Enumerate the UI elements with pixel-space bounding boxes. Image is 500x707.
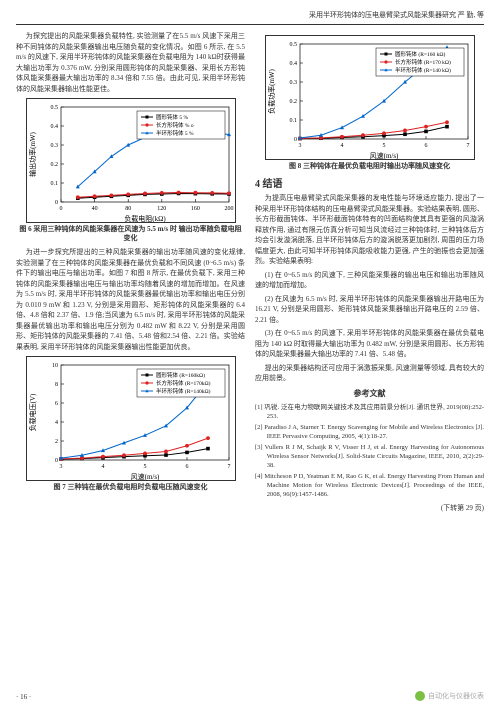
ref-item: [1] 巩锐. 泛在电力物联网关键技术及其应用前景分析[J]. 通讯世界, 20… [255, 403, 484, 421]
svg-text:5: 5 [382, 143, 385, 149]
figure-6: 0 40 80 120 160 200 0 0.1 0.2 0.3 0.4 0.5 负载电阻(kΩ) 输出… [16, 98, 245, 243]
para-c2-1: 为提高压电悬臂梁式风能采集器的发电性能与环境适应能力, 提出了一种采用半环形钝体… [255, 193, 484, 267]
para-1: 为探究提出的风能采集器负载特性, 实验测量了在5.5 m/s 风速下采用三种不同… [16, 31, 245, 94]
wechat-icon [415, 691, 425, 701]
right-column: 3 4 5 6 7 0 0.1 0.2 0.3 0.4 0.5 风速(m/s) 负载功率(mW) 圆形钝体… [255, 31, 484, 513]
svg-text:长方形钝体 % o: 长方形钝体 % o [156, 121, 194, 129]
svg-text:40: 40 [91, 206, 97, 212]
svg-text:3: 3 [298, 143, 301, 149]
chart-6: 0 40 80 120 160 200 0 0.1 0.2 0.3 0.4 0.5 负载电阻(kΩ) 输出… [26, 98, 236, 223]
svg-text:6: 6 [185, 464, 188, 470]
svg-text:200: 200 [224, 206, 233, 212]
references-list: [1] 巩锐. 泛在电力物联网关键技术及其应用前景分析[J]. 通讯世界, 20… [255, 403, 484, 500]
svg-text:0.5: 0.5 [50, 105, 58, 111]
fig7-caption: 图 7 三种钝在最优负载电阻时负载电压随风速变化 [16, 483, 245, 492]
svg-text:10: 10 [52, 363, 58, 369]
figure-8: 3 4 5 6 7 0 0.1 0.2 0.3 0.4 0.5 风速(m/s) 负载功率(mW) 圆形钝体… [255, 35, 484, 171]
svg-text:0.2: 0.2 [50, 162, 58, 168]
svg-text:0.4: 0.4 [50, 124, 58, 130]
svg-text:0.5: 0.5 [289, 42, 297, 48]
ref-item: [4] Mitcheson P D, Yeatman E M, Rao G K,… [255, 472, 484, 499]
fig8-caption: 图 8 三种钝体在最优负载电阻时输出功率随风速变化 [255, 162, 484, 171]
svg-text:半环形钝体 5 %: 半环形钝体 5 % [156, 129, 194, 137]
ref-item: [3] Vullers R J M, Schaijk R V, Visser H… [255, 443, 484, 470]
svg-text:4: 4 [101, 464, 104, 470]
svg-text:圆形钝体 (R=160kΩ): 圆形钝体 (R=160kΩ) [156, 371, 205, 379]
svg-text:0: 0 [294, 137, 297, 143]
svg-text:6: 6 [424, 143, 427, 149]
svg-text:5: 5 [143, 464, 146, 470]
para-c2-3: (2) 在风速为 6.5 m/s 时, 采用半环形钝体的风能采集器输出开路电压为… [255, 294, 484, 326]
svg-text:160: 160 [190, 206, 199, 212]
section-4-title: 4 结语 [255, 175, 484, 190]
svg-text:0: 0 [55, 458, 58, 464]
svg-text:负载电阻(kΩ): 负载电阻(kΩ) [124, 214, 166, 223]
chart-8: 3 4 5 6 7 0 0.1 0.2 0.3 0.4 0.5 风速(m/s) 负载功率(mW) 圆形钝体… [265, 35, 475, 160]
page-number: · 16 · [16, 693, 31, 701]
svg-text:2: 2 [55, 439, 58, 445]
svg-text:风速(m/s): 风速(m/s) [130, 473, 159, 481]
svg-text:120: 120 [157, 206, 166, 212]
ref-item: [2] Paradiso J A, Starner T. Energy Scav… [255, 423, 484, 441]
svg-text:4: 4 [55, 420, 58, 426]
refs-heading: 参考文献 [255, 388, 484, 399]
svg-text:负载电压(V): 负载电压(V) [28, 393, 37, 431]
svg-text:半环形钝体 (R=140kΩ): 半环形钝体 (R=140kΩ) [156, 387, 211, 395]
svg-text:3: 3 [59, 464, 62, 470]
chart-7: 3 4 5 6 7 0 2 4 6 8 10 风速(m/s) 负载电压(V) 圆形钝体 (R=160kΩ)… [26, 356, 236, 481]
page-header: 采用半环形钝体的压电悬臂梁式风能采集器研究 严 勤, 等 [16, 10, 484, 25]
svg-text:长方形钝体 (R=170 kΩ): 长方形钝体 (R=170 kΩ) [395, 58, 451, 66]
fig6-caption: 图 6 采用三种钝体的风能采集器在风速为 5.5 m/s 时 输出功率随负载电阻… [16, 225, 245, 243]
svg-text:0.1: 0.1 [289, 118, 297, 124]
svg-text:0.4: 0.4 [289, 61, 297, 67]
svg-text:负载功率(mW): 负载功率(mW) [267, 68, 276, 113]
svg-text:半环形钝体 (R=140 kΩ): 半环形钝体 (R=140 kΩ) [395, 66, 451, 74]
svg-text:7: 7 [227, 464, 230, 470]
svg-text:0.3: 0.3 [289, 80, 297, 86]
continued-note: (下转第 29 页) [255, 503, 484, 513]
svg-text:输出功率(mW): 输出功率(mW) [28, 131, 37, 176]
svg-text:7: 7 [466, 143, 469, 149]
svg-text:0.3: 0.3 [50, 143, 58, 149]
svg-text:风速(m/s): 风速(m/s) [369, 152, 398, 160]
para-c2-5: 提出的采集器结构还可应用于涡激振采集, 风速测量等领域, 具有较大的应用前景。 [255, 363, 484, 384]
figure-7: 3 4 5 6 7 0 2 4 6 8 10 风速(m/s) 负载电压(V) 圆形钝体 (R=160kΩ)… [16, 356, 245, 492]
svg-text:圆形钝体 5 %: 圆形钝体 5 % [156, 113, 189, 121]
svg-text:0.1: 0.1 [50, 181, 58, 187]
svg-text:0: 0 [55, 200, 58, 206]
watermark: 自动化与仪器仪表 [415, 691, 484, 701]
para-c2-4: (3) 在 0~6.5 m/s 的风速下, 采用半环形钝体的风能采集器在最优负载… [255, 328, 484, 360]
svg-text:6: 6 [55, 401, 58, 407]
para-2: 为进一步探究所提出的三种风能采集器的输出功率随风速的变化规律, 实验测量了在三种… [16, 247, 245, 352]
svg-text:长方形钝体 (R=170kΩ): 长方形钝体 (R=170kΩ) [156, 379, 211, 387]
para-c2-2: (1) 在 0~6.5 m/s 的风速下, 三种风能采集器的输出电压和输出功率随… [255, 270, 484, 291]
svg-text:4: 4 [340, 143, 343, 149]
svg-text:8: 8 [55, 382, 58, 388]
left-column: 为探究提出的风能采集器负载特性, 实验测量了在5.5 m/s 风速下采用三种不同… [16, 31, 245, 513]
svg-text:圆形钝体 (R=160 kΩ): 圆形钝体 (R=160 kΩ) [395, 50, 445, 58]
svg-text:80: 80 [125, 206, 131, 212]
svg-text:0.2: 0.2 [289, 99, 297, 105]
svg-text:0: 0 [59, 206, 62, 212]
